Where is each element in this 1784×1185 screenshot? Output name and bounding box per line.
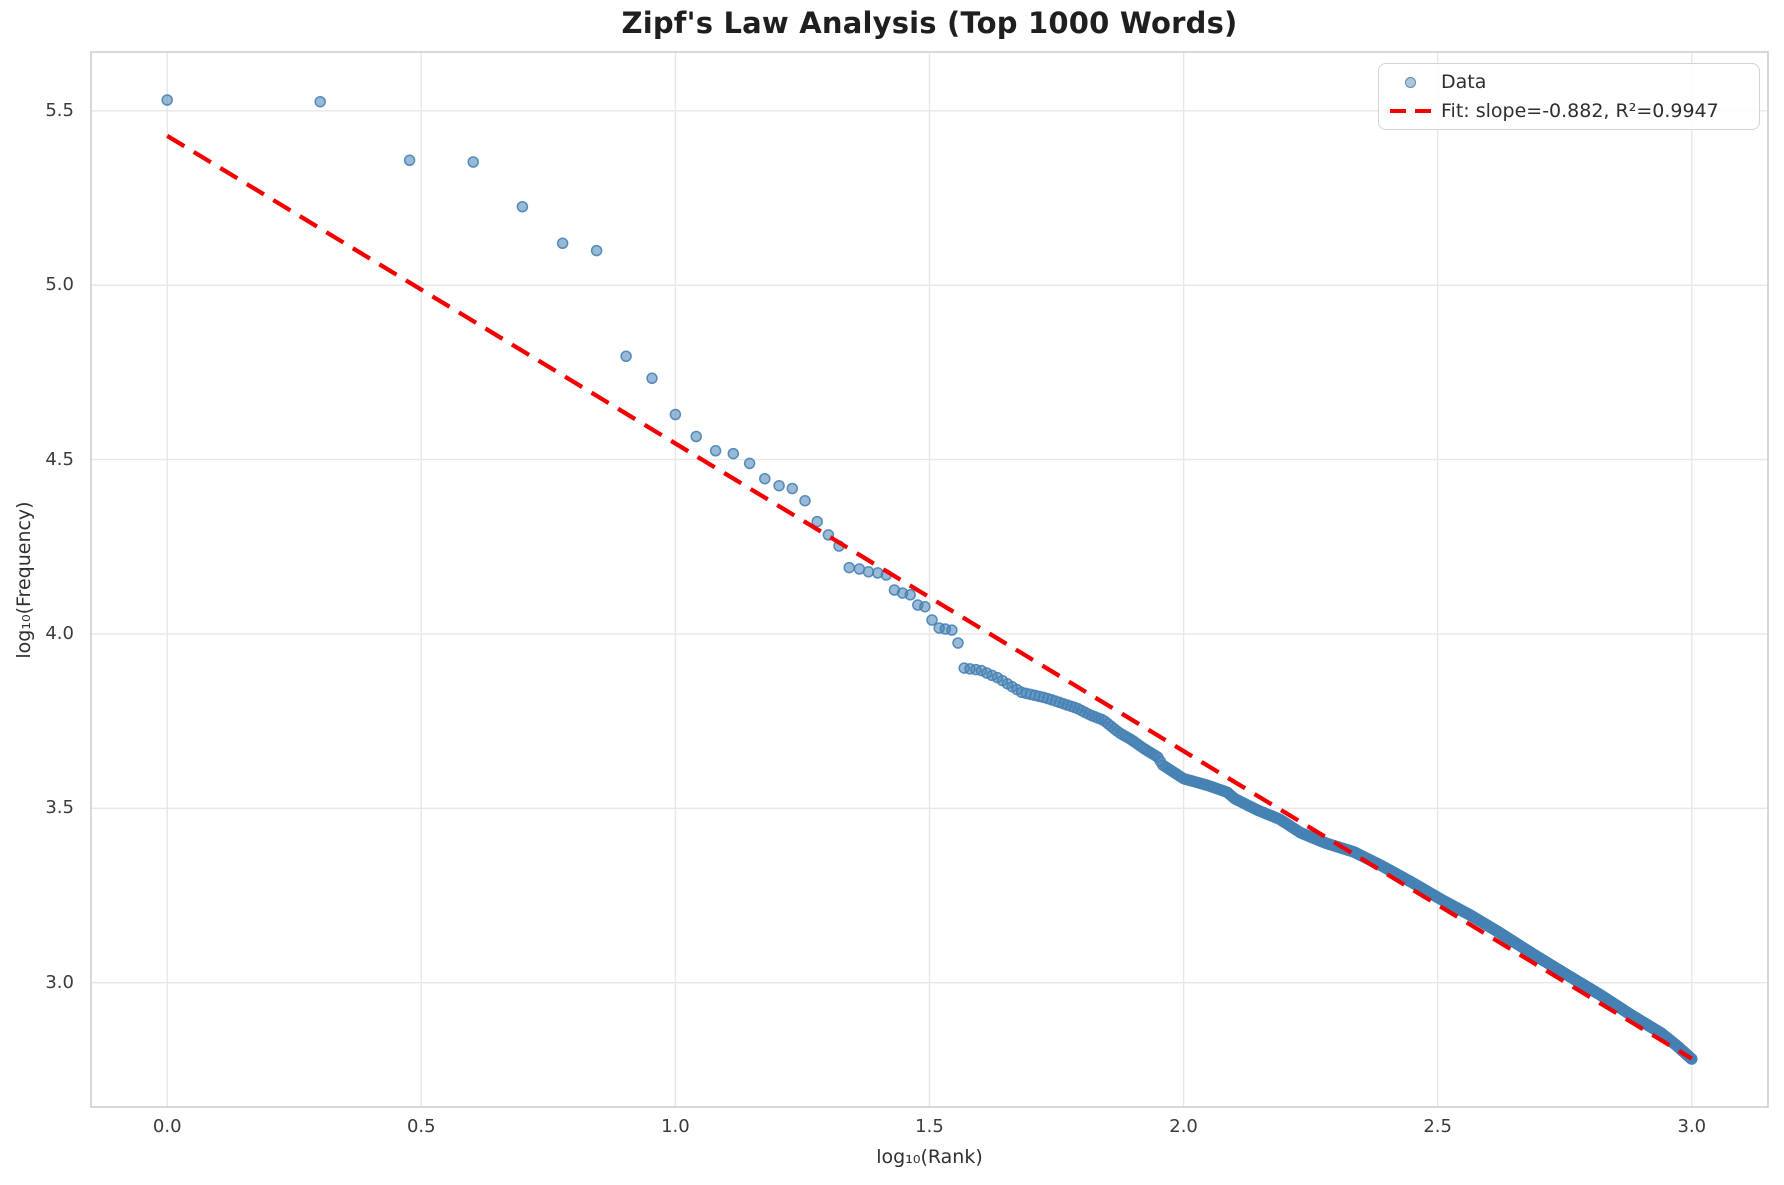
y-tick-label: 4.5 — [45, 448, 74, 470]
data-point — [759, 472, 771, 485]
data-point — [799, 494, 811, 507]
y-tick-label: 5.0 — [45, 274, 74, 296]
data-point — [669, 408, 682, 421]
data-point — [403, 154, 416, 167]
data-point — [690, 430, 702, 443]
data-point — [646, 372, 658, 385]
data-point — [590, 244, 603, 257]
data-series-scatter — [161, 94, 1698, 1065]
legend-item-fit: Fit: slope=-0.882, R²=0.9947 — [1379, 97, 1759, 124]
dashed-line-icon — [1389, 108, 1431, 114]
data-point — [620, 350, 632, 363]
data-point — [843, 561, 855, 574]
data-point — [743, 457, 756, 470]
data-point — [786, 482, 799, 495]
legend: Data Fit: slope=-0.882, R²=0.9947 — [1378, 63, 1760, 130]
data-point — [862, 566, 875, 578]
legend-marker-cell — [1379, 76, 1441, 88]
data-point — [773, 479, 785, 492]
data-point — [161, 94, 173, 106]
data-point — [904, 589, 916, 601]
data-point — [727, 447, 740, 460]
x-tick-label: 1.5 — [915, 1116, 944, 1137]
data-point — [926, 614, 938, 626]
y-tick-label: 3.5 — [45, 797, 74, 819]
x-tick-label: 1.0 — [661, 1116, 690, 1137]
legend-item-data: Data — [1379, 69, 1759, 96]
x-tick-label: 3.0 — [1677, 1116, 1707, 1137]
axes-spines — [90, 51, 1769, 1108]
y-tick-label: 5.5 — [45, 99, 74, 121]
data-point — [709, 445, 722, 457]
y-axis-label: log₁₀(Frequency) — [13, 501, 35, 659]
chart-title: Zipf's Law Analysis (Top 1000 Words) — [621, 6, 1238, 40]
gridlines — [91, 52, 1768, 1107]
x-tick-label: 2.5 — [1423, 1116, 1452, 1137]
data-point — [516, 200, 529, 213]
data-point — [952, 637, 964, 649]
legend-fit-label: Fit: slope=-0.882, R²=0.9947 — [1441, 99, 1719, 122]
legend-line-cell — [1379, 108, 1441, 114]
data-point — [811, 515, 823, 528]
y-tick-label: 4.0 — [45, 622, 74, 644]
x-tick-label: 0.0 — [152, 1116, 182, 1137]
x-axis-label: log₁₀(Rank) — [876, 1146, 983, 1168]
x-tick-label: 0.5 — [406, 1116, 436, 1137]
data-point — [556, 237, 569, 250]
data-point — [919, 600, 931, 613]
data-point — [946, 624, 958, 636]
data-point — [314, 95, 326, 108]
x-tick-label: 2.0 — [1169, 1116, 1198, 1137]
scatter-marker-icon — [1404, 76, 1416, 88]
data-point — [467, 156, 479, 168]
y-tick-label: 3.0 — [45, 971, 74, 993]
legend-data-label: Data — [1441, 71, 1487, 94]
fit-line — [166, 134, 1693, 1061]
